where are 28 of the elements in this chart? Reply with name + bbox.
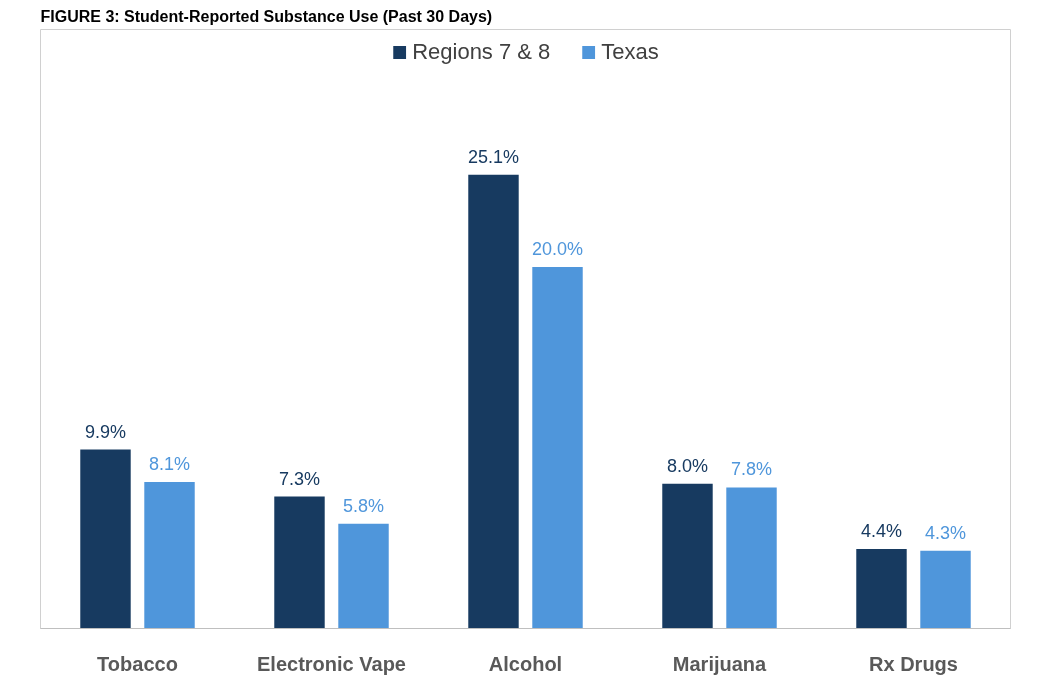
x-tick-label: Tobacco <box>97 652 178 675</box>
x-tick-label: Rx Drugs <box>869 652 958 675</box>
data-label: 25.1% <box>467 146 520 167</box>
bar <box>80 449 131 629</box>
data-label: 4.3% <box>925 522 967 543</box>
bar <box>338 523 389 629</box>
legend-label: Regions 7 & 8 <box>412 39 551 65</box>
data-label: 7.8% <box>731 459 773 480</box>
data-label: 4.4% <box>860 520 903 541</box>
bar <box>468 174 519 629</box>
bar <box>532 266 583 629</box>
legend-label: Texas <box>601 39 659 65</box>
data-label: 8.0% <box>666 455 709 476</box>
bar <box>662 483 713 629</box>
data-label: 9.9% <box>84 421 127 442</box>
bar <box>726 487 777 629</box>
x-tick-label: Marijuana <box>672 652 768 675</box>
x-tick-label: Alcohol <box>488 652 563 675</box>
bar <box>274 496 325 629</box>
bar <box>144 482 195 629</box>
data-label: 8.1% <box>149 454 191 475</box>
x-tick-label: Electronic Vape <box>257 652 406 675</box>
bar <box>920 550 971 629</box>
bar <box>856 548 907 629</box>
data-label: 5.8% <box>343 495 385 516</box>
chart-title: FIGURE 3: Student-Reported Substance Use (Past 30 Days) <box>40 7 493 25</box>
data-label: 7.3% <box>278 468 321 489</box>
data-label: 20.0% <box>531 238 584 259</box>
